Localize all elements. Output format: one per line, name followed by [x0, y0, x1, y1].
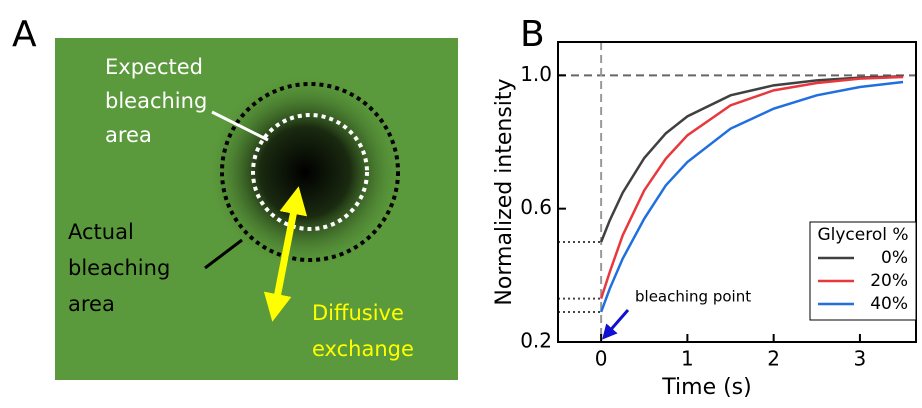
diffusion-arrow: [263, 186, 308, 322]
annotation-arrow: [602, 309, 630, 340]
legend-label: 40%: [870, 294, 908, 314]
legend-label: 0%: [881, 248, 908, 268]
actual-circle: [220, 82, 400, 262]
annotation: bleaching point: [635, 288, 751, 306]
expected-label: bleaching: [105, 89, 207, 113]
actual-label: area: [68, 292, 115, 316]
x-tick-label: 1: [681, 347, 694, 371]
diffusive-label: Diffusive: [312, 301, 404, 325]
bleach-spot: [205, 72, 405, 272]
series-line: [599, 75, 904, 300]
diffusive-label: exchange: [312, 337, 414, 361]
x-tick-label: 2: [767, 347, 780, 371]
panel-b: B 0.2 0.6 1.0 0 1 2 3 Time (s) Normalized intens…: [492, 14, 917, 400]
actual-label: Actual: [68, 220, 134, 244]
x-axis-label: Time (s): [661, 375, 751, 400]
y-axis-label: Normalized intensity: [492, 78, 517, 305]
expected-label: Expected: [105, 55, 203, 79]
series-line: [599, 75, 904, 243]
legend-title: Glycerol %: [817, 225, 908, 245]
actual-label: bleaching: [68, 256, 170, 280]
panel-label: A: [12, 14, 37, 55]
panel-a: A Expected bleaching area Actual bleachi…: [12, 14, 458, 380]
y-tick-label: 0.2: [520, 329, 552, 353]
panel-label: B: [520, 14, 545, 55]
plot-frame: [557, 41, 917, 343]
y-tick-label: 0.6: [520, 195, 552, 219]
y-tick-label: 1.0: [520, 62, 552, 86]
expected-circle: [251, 113, 369, 231]
legend-label: 20%: [870, 271, 908, 291]
expected-pointer: [211, 110, 269, 142]
expected-label: area: [105, 123, 152, 147]
x-tick-label: 0: [595, 347, 608, 371]
series-line: [599, 80, 904, 313]
actual-pointer: [204, 238, 243, 270]
x-tick-label: 3: [854, 347, 867, 371]
